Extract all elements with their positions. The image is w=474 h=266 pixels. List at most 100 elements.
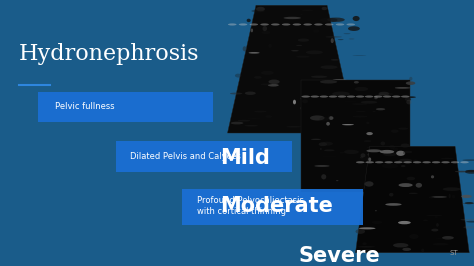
Ellipse shape: [261, 84, 272, 85]
Bar: [38, 92, 213, 122]
Bar: [116, 141, 292, 172]
Ellipse shape: [452, 195, 455, 198]
Ellipse shape: [322, 142, 333, 146]
Ellipse shape: [261, 31, 270, 34]
Ellipse shape: [367, 147, 374, 148]
Ellipse shape: [261, 71, 274, 75]
Ellipse shape: [361, 101, 377, 104]
Ellipse shape: [346, 23, 355, 26]
Ellipse shape: [228, 23, 237, 26]
Ellipse shape: [429, 196, 434, 198]
Ellipse shape: [374, 95, 383, 98]
Ellipse shape: [434, 216, 438, 218]
Ellipse shape: [462, 203, 474, 204]
Ellipse shape: [311, 139, 321, 140]
Ellipse shape: [443, 187, 461, 191]
Ellipse shape: [268, 44, 272, 48]
Text: Hydronephrosis: Hydronephrosis: [19, 43, 200, 65]
Ellipse shape: [399, 128, 408, 130]
Ellipse shape: [374, 96, 378, 99]
Ellipse shape: [348, 26, 360, 31]
Ellipse shape: [423, 220, 428, 221]
Ellipse shape: [337, 39, 344, 40]
Ellipse shape: [355, 87, 368, 91]
Ellipse shape: [344, 150, 359, 154]
Ellipse shape: [413, 160, 419, 163]
Ellipse shape: [382, 163, 398, 168]
Ellipse shape: [332, 92, 350, 96]
Ellipse shape: [319, 142, 327, 146]
Ellipse shape: [408, 172, 409, 173]
Ellipse shape: [465, 170, 474, 172]
Ellipse shape: [331, 38, 334, 43]
Ellipse shape: [365, 186, 369, 189]
Ellipse shape: [302, 99, 308, 103]
Ellipse shape: [402, 170, 404, 171]
Ellipse shape: [381, 142, 385, 146]
Ellipse shape: [404, 187, 406, 189]
Text: Moderate: Moderate: [220, 196, 333, 215]
Text: ST: ST: [449, 250, 458, 256]
Ellipse shape: [365, 161, 374, 163]
Ellipse shape: [422, 161, 431, 163]
Ellipse shape: [346, 95, 355, 98]
Ellipse shape: [314, 23, 323, 26]
Ellipse shape: [405, 98, 411, 101]
Ellipse shape: [394, 161, 402, 163]
Ellipse shape: [363, 249, 372, 252]
Ellipse shape: [465, 202, 474, 204]
Ellipse shape: [292, 23, 301, 26]
Ellipse shape: [431, 175, 434, 178]
Ellipse shape: [378, 94, 386, 95]
Ellipse shape: [251, 10, 265, 13]
Ellipse shape: [317, 122, 329, 125]
Ellipse shape: [282, 23, 291, 26]
Ellipse shape: [392, 95, 401, 98]
Ellipse shape: [366, 122, 369, 124]
Ellipse shape: [421, 248, 424, 252]
Ellipse shape: [363, 242, 366, 245]
Ellipse shape: [286, 126, 301, 127]
Ellipse shape: [313, 30, 319, 33]
Text: Pelvic fullness: Pelvic fullness: [55, 102, 114, 111]
Ellipse shape: [319, 95, 328, 98]
Ellipse shape: [293, 100, 296, 104]
Ellipse shape: [358, 246, 375, 247]
Ellipse shape: [345, 149, 355, 152]
Ellipse shape: [393, 243, 409, 247]
Ellipse shape: [451, 161, 459, 163]
Ellipse shape: [296, 45, 302, 46]
Ellipse shape: [409, 193, 418, 194]
Ellipse shape: [336, 23, 344, 26]
Ellipse shape: [329, 99, 336, 105]
Ellipse shape: [248, 52, 260, 54]
Ellipse shape: [320, 65, 337, 69]
Ellipse shape: [367, 152, 381, 157]
Ellipse shape: [300, 98, 310, 99]
Ellipse shape: [320, 18, 337, 22]
Ellipse shape: [325, 23, 334, 26]
Ellipse shape: [365, 95, 374, 98]
Ellipse shape: [385, 203, 401, 206]
Ellipse shape: [383, 95, 392, 98]
Ellipse shape: [403, 151, 406, 154]
Ellipse shape: [263, 26, 267, 31]
Ellipse shape: [300, 14, 303, 15]
Ellipse shape: [327, 18, 345, 22]
Ellipse shape: [237, 120, 250, 122]
Ellipse shape: [440, 158, 454, 159]
Ellipse shape: [336, 180, 338, 181]
Ellipse shape: [395, 87, 410, 89]
Ellipse shape: [407, 177, 415, 180]
Ellipse shape: [433, 243, 448, 246]
Ellipse shape: [436, 223, 439, 227]
Ellipse shape: [326, 36, 342, 38]
Ellipse shape: [235, 74, 242, 77]
Ellipse shape: [360, 156, 363, 158]
Ellipse shape: [311, 76, 327, 78]
Ellipse shape: [344, 33, 350, 34]
Text: Dilated Pelvis and Calyces: Dilated Pelvis and Calyces: [130, 152, 241, 161]
Ellipse shape: [364, 140, 371, 142]
Ellipse shape: [328, 116, 333, 120]
Ellipse shape: [328, 95, 337, 98]
